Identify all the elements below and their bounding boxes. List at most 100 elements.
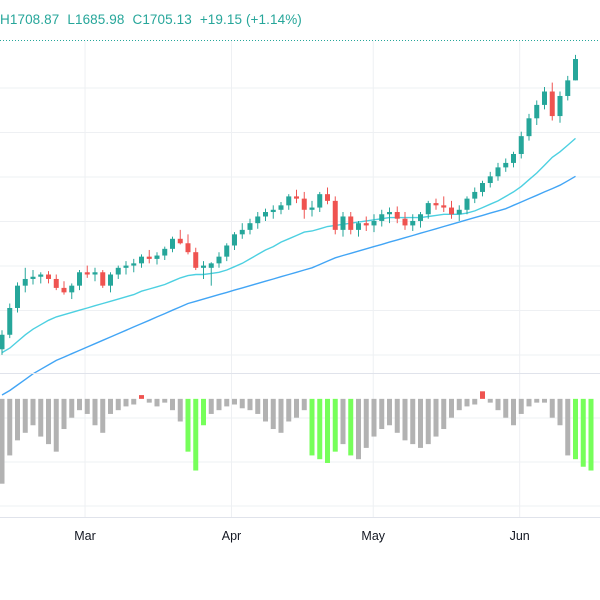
histogram-bar (123, 398, 129, 407)
histogram-bar (53, 398, 59, 452)
histogram-bar (356, 398, 361, 460)
candle-body (511, 154, 516, 163)
candle (15, 282, 20, 313)
ma-fast-line (1, 137, 576, 354)
candle (108, 272, 113, 293)
candle-body (286, 196, 292, 206)
candle-body (77, 272, 82, 286)
candle (309, 200, 315, 217)
histogram-bar (201, 398, 206, 426)
histogram-bar (425, 398, 431, 445)
histogram-bar (131, 398, 137, 405)
candle-body (449, 207, 454, 215)
candle (325, 187, 330, 205)
candle (154, 252, 160, 265)
candle (549, 82, 555, 121)
candle-body (46, 274, 51, 279)
histogram-bar (317, 398, 323, 460)
candle (472, 187, 478, 204)
histogram-bar (208, 398, 214, 414)
histogram-bar (216, 398, 222, 411)
histogram-bar (340, 398, 346, 445)
candle (449, 200, 454, 219)
candle (0, 330, 5, 355)
candle (100, 270, 106, 288)
histogram-bar (38, 398, 44, 437)
time-axis-labels: Mar Apr May Jun (74, 529, 530, 543)
histogram-bar (542, 398, 547, 403)
histogram-bar (549, 398, 555, 418)
histogram-bar (247, 398, 253, 411)
candle (115, 265, 121, 279)
candle-body (309, 207, 315, 210)
histogram-bar (232, 398, 237, 405)
candle (418, 212, 423, 228)
candle (456, 205, 462, 221)
candle-body (557, 95, 563, 117)
candle-body (301, 198, 307, 210)
candle (526, 113, 532, 141)
histogram-bar (309, 398, 315, 456)
histogram-bar (84, 398, 90, 414)
histogram-bar (325, 398, 330, 463)
histogram-bar (573, 398, 578, 460)
candle (573, 54, 578, 81)
candle (216, 252, 222, 268)
candle-body (239, 229, 245, 235)
candle-body (534, 104, 540, 119)
candle-body (340, 216, 346, 230)
candle (162, 246, 168, 260)
candle-body (565, 80, 571, 96)
histogram-bar (534, 398, 540, 403)
month-label-jun: Jun (510, 529, 530, 543)
histogram-bar (565, 398, 571, 456)
candle (123, 261, 129, 275)
candle (356, 220, 361, 237)
histogram-bar (433, 398, 439, 437)
histogram-bar (0, 398, 5, 484)
candle-body (38, 274, 44, 277)
histogram-bar (301, 398, 307, 411)
candle (61, 281, 67, 295)
candle-body (487, 176, 493, 184)
candle-body (232, 234, 237, 246)
candle-body (363, 223, 369, 226)
histogram-bar (503, 398, 509, 418)
candle (208, 262, 214, 286)
histogram-bar (518, 398, 524, 414)
candle (301, 191, 307, 219)
candle (22, 267, 28, 293)
candle (30, 270, 36, 285)
histogram-bar (456, 398, 462, 411)
candle-body (495, 167, 501, 177)
candle (557, 91, 563, 123)
histogram-bar (278, 398, 284, 433)
candle-body (224, 245, 230, 257)
candle (69, 283, 75, 300)
candle-body (480, 183, 485, 192)
histogram-bar (239, 398, 245, 409)
histogram-bar (487, 398, 493, 403)
candle (53, 274, 59, 291)
candlesticks (0, 54, 578, 355)
legend-close: C1705.13 (132, 12, 192, 27)
candle-body (456, 209, 462, 215)
histogram-bar (402, 398, 408, 441)
candle-body (100, 272, 106, 286)
month-label-mar: Mar (74, 529, 96, 543)
candle-body (526, 118, 532, 137)
histogram-bar (557, 398, 563, 426)
histogram-bar (46, 398, 51, 445)
candle (263, 208, 268, 221)
candle-body (325, 194, 330, 201)
candle-body (139, 256, 144, 264)
candle-body (201, 265, 206, 268)
candle-body (549, 91, 555, 117)
candle (441, 196, 447, 213)
histogram-bar (348, 398, 354, 456)
candle-body (53, 278, 59, 288)
candle (177, 229, 183, 245)
histogram-bar (224, 398, 230, 407)
histogram-bar (185, 398, 191, 452)
